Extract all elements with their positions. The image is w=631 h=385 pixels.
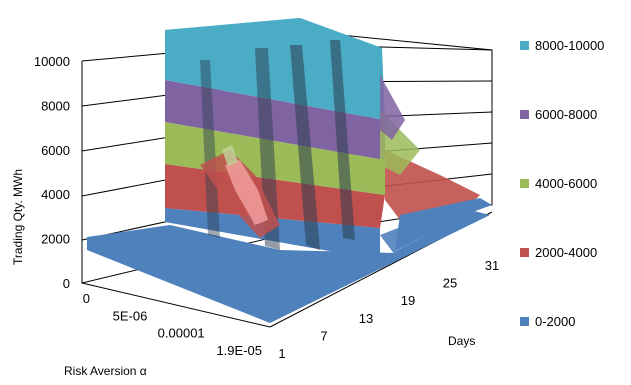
legend-swatch: [520, 248, 529, 257]
risk-axis-title: Risk Aversion α: [64, 364, 147, 378]
z-tick-label: 0: [63, 276, 70, 291]
legend-label: 0-2000: [535, 314, 576, 329]
legend-item: 8000-10000: [520, 38, 604, 53]
wing-front-light: [225, 160, 268, 225]
legend-item: 4000-6000: [520, 176, 597, 191]
legend-swatch: [520, 317, 529, 326]
tail-blue: [395, 198, 492, 250]
legend-item: 0-2000: [520, 314, 575, 329]
day-tick-label: 25: [443, 276, 457, 291]
wing-front-green: [222, 145, 238, 166]
legend-swatch: [520, 110, 529, 119]
legend-swatch: [520, 179, 529, 188]
z-tick-label: 10000: [34, 54, 70, 69]
day-tick-labels: 1 7 13 19 25 31: [278, 258, 499, 361]
risk-tick-label: 5E-06: [113, 308, 148, 323]
z-tick-label: 8000: [41, 98, 70, 113]
back-wall-right: [269, 27, 493, 239]
day-tick-label: 7: [320, 328, 327, 343]
day-tick-label: 19: [401, 293, 415, 308]
day-tick-label: 13: [359, 311, 373, 326]
surface: [87, 18, 492, 323]
legend-label: 8000-10000: [535, 38, 605, 53]
band-6000-8000: [165, 80, 385, 160]
band-4000-6000: [165, 122, 385, 195]
ridge-shadow: [200, 60, 220, 238]
risk-tick-label: 1.9E-05: [216, 343, 262, 358]
legend-label: 6000-8000: [535, 107, 598, 122]
legend-swatch: [520, 41, 529, 50]
ridge-shadow: [255, 48, 280, 250]
z-tick-label: 6000: [41, 143, 70, 158]
day-tick-label: 1: [278, 346, 285, 361]
ridge-shadow: [330, 40, 355, 240]
floor-front-left: [81, 282, 271, 328]
legend-item: 2000-4000: [520, 245, 597, 260]
tail-purple: [380, 75, 405, 140]
z-tick-label: 2000: [41, 232, 70, 247]
tail-red: [385, 150, 480, 220]
risk-tick-label: 0: [83, 291, 90, 306]
ridge-shadow: [290, 45, 320, 250]
risk-tick-labels: 0 5E-06 0.00001 1.9E-05: [83, 291, 262, 358]
z-tick-label: 4000: [41, 187, 70, 202]
day-tick-label: 31: [485, 258, 499, 273]
plateau-top: [165, 18, 382, 60]
z-tick-labels: 0 2000 4000 6000 8000 10000: [34, 54, 70, 291]
risk-tick-label: 0.00001: [158, 326, 205, 341]
z-axis-title: Trading Qty. MWh: [11, 169, 25, 265]
legend-label: 4000-6000: [535, 176, 598, 191]
legend-item: 6000-8000: [520, 107, 597, 122]
legend-label: 2000-4000: [535, 245, 598, 260]
surface-base: [87, 210, 490, 323]
days-axis-title: Days: [448, 334, 475, 348]
